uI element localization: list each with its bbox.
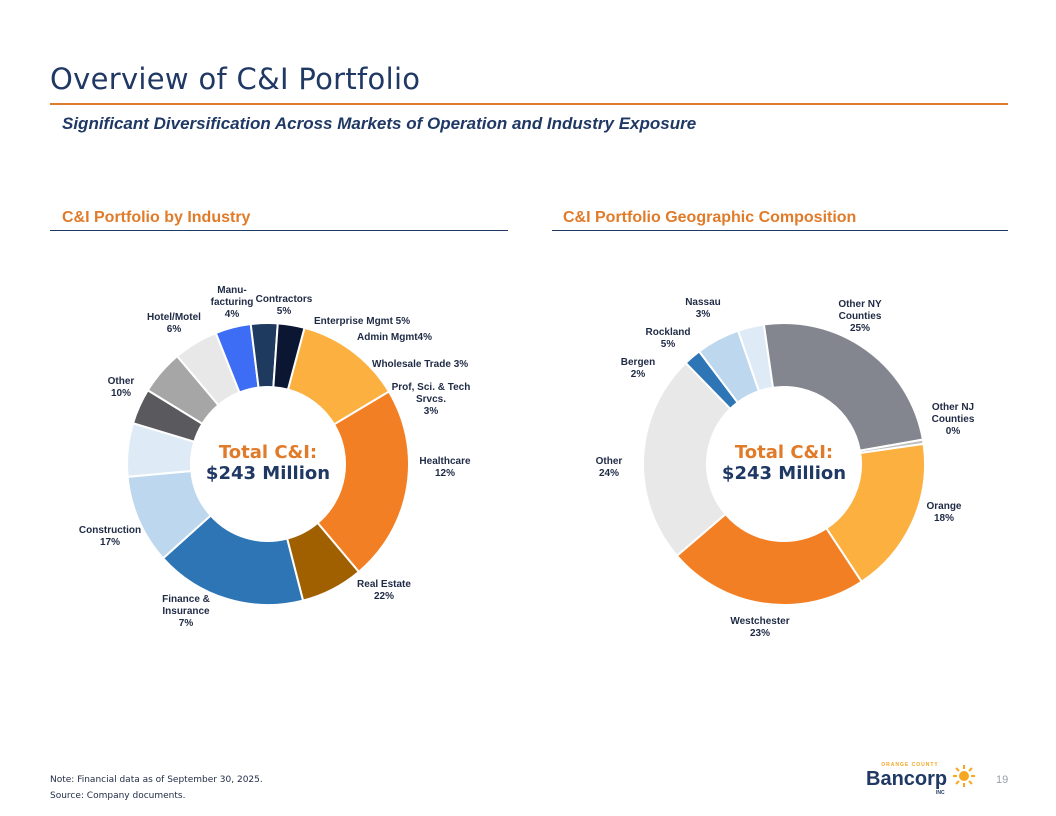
industry-slice-prof-sci-tech-srvcs-3: [272, 322, 306, 391]
industry-label-finance-insurance-7: Finance & Insurance 7%: [162, 594, 210, 629]
industry-slice-real-estate-22: [316, 390, 410, 574]
geography-donut-chart: Other NJ Counties 0% Orange 18% Westchester 23…: [596, 297, 975, 639]
geo-label-orange-18: Orange 18%: [926, 501, 961, 524]
geo-slice-other-ny-counties-25: [762, 322, 925, 452]
logo-main-text: Bancorp: [866, 768, 947, 790]
geo-label-other-24: Other 24%: [596, 456, 623, 479]
industry-label-healthcare-12: Healthcare 12%: [419, 456, 471, 479]
industry-center-total: $243 Million: [206, 463, 330, 484]
industry-label-other-10: Other 10%: [108, 376, 135, 399]
footnote-source: Source: Company documents.: [50, 791, 186, 801]
industry-chart-title: C&I Portfolio by Industry: [62, 209, 251, 226]
geo-slice-orange-18: [825, 442, 926, 584]
geo-label-bergen-2: Bergen 2%: [621, 357, 655, 380]
industry-label-hotel-motel-6: Hotel/Motel 6%: [147, 312, 201, 335]
geo-label-other-ny-counties-25: Other NY Counties 25%: [838, 299, 882, 334]
geography-section-divider: [552, 230, 1008, 231]
geo-slice-other-24: [642, 361, 732, 558]
geo-center-total: $243 Million: [722, 463, 846, 484]
industry-label-prof-sci-tech-srvcs-3: Prof, Sci. & Tech Srvcs. 3%: [392, 382, 471, 417]
sun-icon: [953, 765, 975, 787]
industry-label-wholesale-trade-3: Wholesale Trade 3%: [372, 359, 468, 370]
industry-label-real-estate-22: Real Estate 22%: [357, 579, 411, 602]
geo-label-other-nj-counties-0: Other NJ Counties 0%: [932, 402, 975, 437]
page-title: Overview of C&I Portfolio: [50, 62, 421, 96]
geo-center-label: Total C&I:: [735, 442, 833, 463]
page-number: 19: [996, 774, 1009, 786]
industry-label-admin-mgmt4: Admin Mgmt4%: [357, 332, 432, 343]
industry-section-divider: [50, 230, 508, 231]
company-logo: ORANGE COUNTY Bancorp INC: [866, 762, 975, 796]
industry-label-contractors-5: Contractors 5%: [256, 294, 313, 317]
industry-label-construction-17: Construction 17%: [79, 525, 141, 548]
page-subtitle: Significant Diversification Across Marke…: [62, 114, 697, 133]
footnote-note: Note: Financial data as of September 30,…: [50, 775, 263, 785]
geo-label-westchester-23: Westchester 23%: [730, 616, 789, 639]
industry-label-enterprise-mgmt-5: Enterprise Mgmt 5%: [314, 316, 410, 327]
geo-label-rockland-5: Rockland 5%: [645, 327, 690, 350]
industry-label-manu-facturing-4: Manu-facturing 4%: [211, 285, 254, 320]
industry-center-label: Total C&I:: [219, 442, 317, 463]
logo-bottom-text: INC: [936, 790, 945, 796]
industry-donut-chart: Healthcare 12% Real Estate 22% Finance & Insu…: [79, 285, 471, 629]
geo-slice-westchester-23: [675, 512, 864, 606]
logo-top-text: ORANGE COUNTY: [881, 762, 938, 768]
geography-chart-title: C&I Portfolio Geographic Composition: [563, 209, 857, 226]
geo-label-nassau-3: Nassau 3%: [685, 297, 721, 320]
title-divider: [50, 103, 1008, 105]
